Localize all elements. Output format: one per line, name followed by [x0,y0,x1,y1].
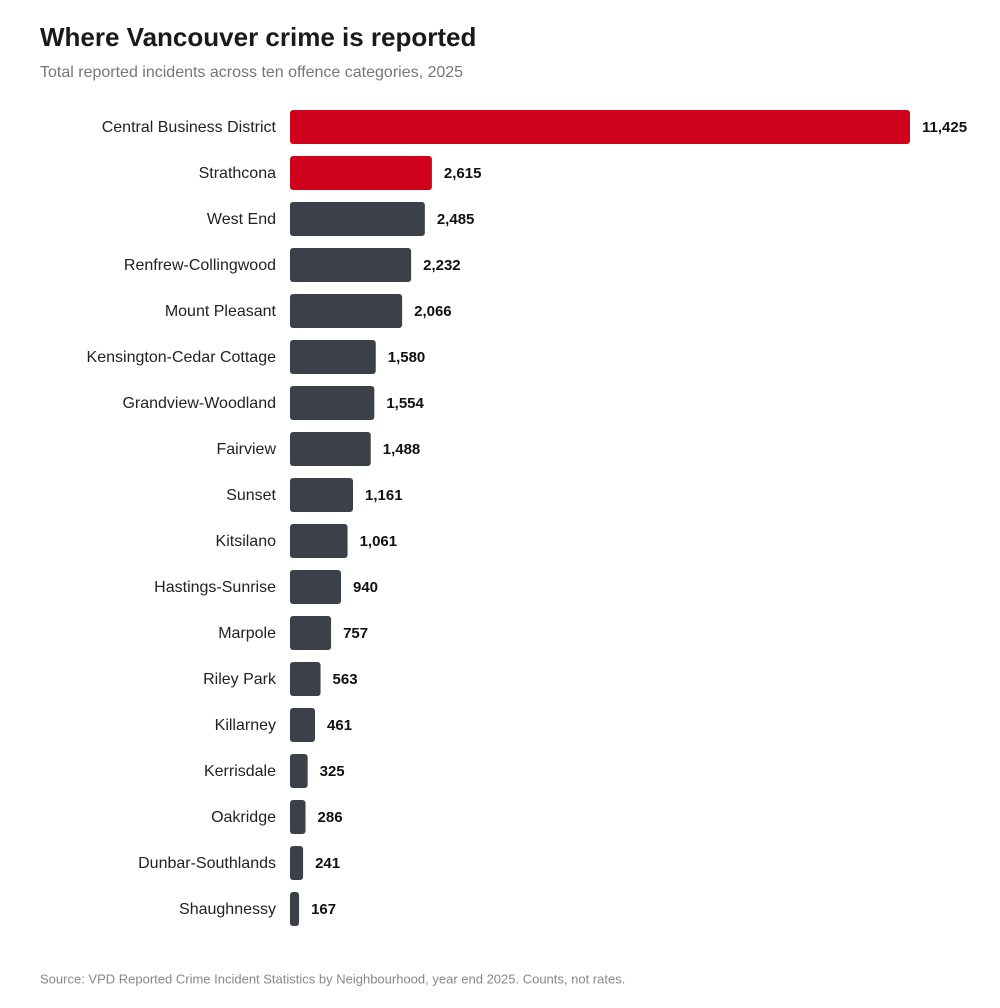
value-label: 11,425 [922,119,967,136]
value-label: 1,161 [365,487,403,504]
bar [290,892,300,926]
category-label: Kitsilano [216,533,277,550]
value-label: 2,615 [444,165,482,182]
source-note: Source: VPD Reported Crime Incident Stat… [40,971,625,986]
category-label: Renfrew-Collingwood [124,257,276,274]
bar [290,616,332,650]
chart-subtitle: Total reported incidents across ten offe… [40,64,463,81]
value-label: 1,061 [360,533,398,550]
category-label: Central Business District [102,119,277,136]
category-label: Marpole [218,625,276,642]
value-label: 241 [315,855,340,872]
value-label: 2,232 [423,257,461,274]
value-label: 1,554 [386,395,424,412]
bar [290,340,376,374]
category-label: Kerrisdale [204,763,276,780]
bar [290,800,306,834]
bar [290,386,375,420]
category-label: Mount Pleasant [165,303,277,320]
bar [290,524,348,558]
value-label: 286 [318,809,343,826]
category-label: Hastings-Sunrise [154,579,276,596]
value-label: 940 [353,579,378,596]
bar [290,432,371,466]
chart-title: Where Vancouver crime is reported [40,22,476,52]
bar [290,202,425,236]
bar [290,708,316,742]
value-label: 757 [343,625,368,642]
category-label: Shaughnessy [179,901,276,918]
bar [290,478,354,512]
bar [290,110,910,144]
category-label: Fairview [216,441,276,458]
category-label: Killarney [215,717,276,734]
category-label: Dunbar-Southlands [138,855,276,872]
value-label: 1,580 [388,349,426,366]
category-label: Sunset [226,487,276,504]
bar [290,754,308,788]
value-label: 1,488 [383,441,421,458]
bar [290,248,412,282]
bar [290,294,403,328]
value-label: 563 [333,671,358,688]
value-label: 2,485 [437,211,475,228]
category-label: Grandview-Woodland [122,395,276,412]
value-label: 2,066 [414,303,452,320]
bar [290,662,321,696]
value-label: 167 [311,901,336,918]
category-label: Oakridge [211,809,276,826]
category-label: West End [207,211,276,228]
category-label: Strathcona [199,165,276,182]
value-label: 461 [327,717,352,734]
bar [290,846,304,880]
bar [290,156,432,190]
bar [290,570,342,604]
category-label: Riley Park [203,671,277,688]
value-label: 325 [320,763,345,780]
category-label: Kensington-Cedar Cottage [87,349,277,366]
